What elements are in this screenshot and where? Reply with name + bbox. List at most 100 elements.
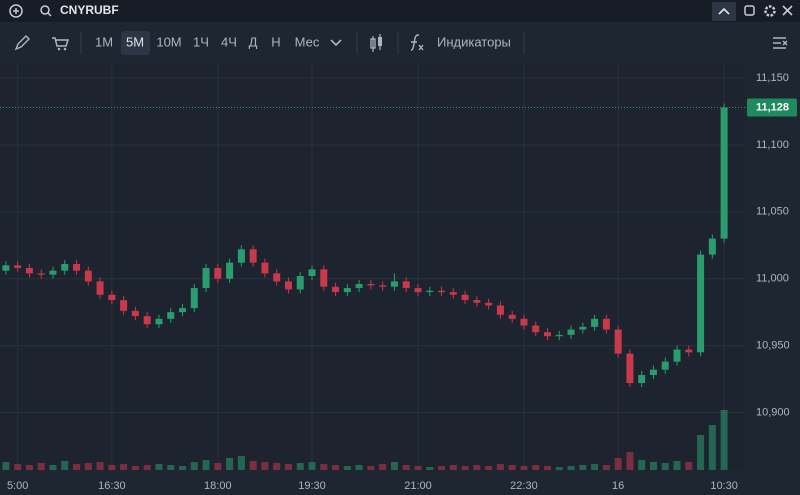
volume-bar <box>108 465 116 470</box>
volume-bar <box>273 463 281 470</box>
candle-body <box>332 286 340 293</box>
candle-body <box>579 326 587 330</box>
volume-bar <box>555 467 563 470</box>
volume-bar <box>661 463 669 470</box>
candle-body <box>614 329 622 354</box>
candle-body <box>108 294 116 301</box>
candle-body <box>155 318 163 325</box>
fx-icon[interactable] <box>410 34 424 51</box>
volume-bar <box>2 462 10 470</box>
volume-bar <box>602 465 610 470</box>
volume-bar <box>226 458 234 470</box>
add-icon-plus <box>13 8 19 14</box>
symbol[interactable]: CNYRUBF <box>60 3 119 17</box>
volume-bar <box>649 462 657 470</box>
candle-body <box>202 268 210 289</box>
candle-style-icon[interactable] <box>370 34 382 52</box>
toolbar <box>0 22 800 64</box>
volume-bar <box>638 460 646 470</box>
volume-bar <box>73 464 81 470</box>
draw-icon[interactable] <box>14 35 30 51</box>
candle-body <box>461 294 469 301</box>
candle-body <box>449 292 457 295</box>
volume-bar <box>202 460 210 470</box>
candle-body <box>2 265 10 271</box>
window-icon[interactable] <box>744 5 755 16</box>
candle-body <box>673 349 681 362</box>
volume-bar <box>685 462 693 470</box>
y-tick-label: 11,150 <box>756 72 789 84</box>
volume-bar <box>379 464 387 470</box>
volume-bar <box>179 466 186 470</box>
candle-body <box>649 369 657 376</box>
candle-body <box>720 107 728 239</box>
volume-bar <box>697 435 705 470</box>
candle-body <box>626 353 634 384</box>
cart-icon[interactable] <box>52 37 70 47</box>
volume-bar <box>461 466 469 470</box>
volume-bar <box>567 466 575 470</box>
volume-bar <box>402 465 410 470</box>
settings-icon[interactable] <box>764 5 776 17</box>
candle-body <box>390 281 398 287</box>
collapse-button[interactable] <box>712 2 736 21</box>
candle-body <box>14 265 22 269</box>
candle-body <box>508 314 516 319</box>
candle-body <box>414 288 422 293</box>
candle-body <box>131 310 139 317</box>
interval-button[interactable]: Мес <box>295 34 320 49</box>
volume-bar <box>284 464 292 470</box>
interval-button[interactable]: 1M <box>95 34 113 49</box>
interval-button[interactable]: 1Ч <box>193 34 209 49</box>
interval-button[interactable]: 5M <box>126 34 144 49</box>
volume-bar <box>390 462 398 470</box>
volume-bar <box>155 464 163 470</box>
candle-body <box>567 329 575 335</box>
volume-bar <box>249 461 257 470</box>
volume-bar <box>708 425 716 470</box>
volume-bar <box>14 464 22 470</box>
candle-body <box>73 263 81 271</box>
interval-button[interactable]: 4Ч <box>221 34 237 49</box>
more-chevron[interactable] <box>330 39 342 47</box>
volume-bar <box>320 464 328 470</box>
x-tick-label: 16 <box>612 480 624 492</box>
x-tick-label: 21:00 <box>404 480 432 492</box>
volume-bar <box>520 466 528 470</box>
x-tick-label: 16:30 <box>98 480 126 492</box>
volume-bar <box>25 465 33 470</box>
interval-button[interactable]: Н <box>271 34 280 49</box>
menu-icon[interactable] <box>773 37 788 49</box>
volume-bar <box>37 463 45 470</box>
interval-button[interactable]: 10M <box>156 34 181 49</box>
indicators-button[interactable]: Индикаторы <box>437 34 511 49</box>
volume-bar <box>49 465 57 470</box>
interval-button[interactable]: Д <box>249 34 258 49</box>
volume-bar <box>496 464 504 470</box>
volume-bar <box>591 464 599 470</box>
close-icon[interactable] <box>782 5 793 16</box>
x-tick-label: 22:30 <box>510 480 538 492</box>
volume-bar <box>720 410 728 470</box>
candle-body <box>697 254 705 353</box>
candle-body <box>661 361 669 370</box>
x-tick-label: 19:30 <box>298 480 326 492</box>
volume-bar <box>579 465 587 470</box>
last-price-tag <box>747 98 797 117</box>
y-tick-label: 11,050 <box>756 206 789 218</box>
search-icon[interactable] <box>40 5 50 15</box>
volume-bar <box>120 464 128 470</box>
volume-bar <box>84 463 92 470</box>
add-icon[interactable] <box>9 4 23 18</box>
volume-bar <box>485 466 493 470</box>
candle-body <box>343 288 351 293</box>
candle-body <box>308 269 316 277</box>
volume-bar <box>96 462 104 470</box>
candle-body <box>249 249 257 263</box>
volume-bar <box>473 465 481 470</box>
cart-wheel <box>63 47 67 51</box>
volume-bar <box>167 465 175 470</box>
candle-body <box>49 270 57 275</box>
candle-body <box>25 268 33 274</box>
volume-bar <box>296 463 304 470</box>
